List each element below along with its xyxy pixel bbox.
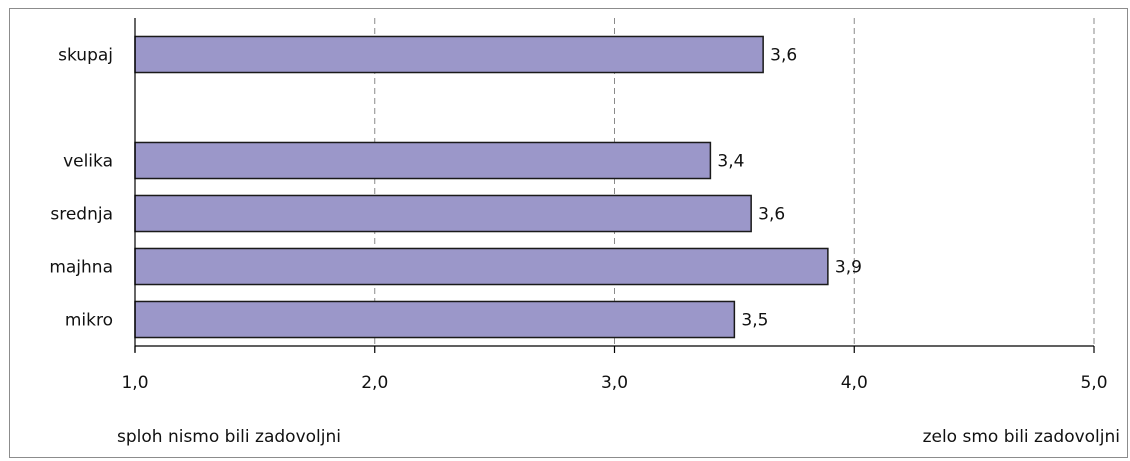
- bars: [134, 35, 829, 339]
- bar: [134, 194, 752, 233]
- category-label: mikro: [65, 311, 113, 331]
- x-high-end-label: zelo smo bili zadovoljni: [922, 427, 1120, 447]
- bar: [134, 300, 736, 339]
- data-labels: 3,6 3,4 3,6 3,9 3,5: [717, 46, 862, 331]
- x-tick-label: 3,0: [601, 373, 628, 393]
- x-tick-label: 5,0: [1080, 373, 1107, 393]
- category-label: srednja: [50, 205, 113, 225]
- data-label: 3,6: [770, 46, 797, 66]
- category-label: velika: [63, 152, 113, 172]
- x-tick-label: 1,0: [121, 373, 148, 393]
- data-label: 3,9: [835, 258, 862, 278]
- bar: [134, 141, 712, 180]
- data-label: 3,6: [758, 205, 785, 225]
- x-axis: [134, 18, 1095, 353]
- data-label: 3,5: [741, 311, 768, 331]
- chart-frame: [9, 8, 1128, 458]
- data-label: 3,4: [717, 152, 744, 172]
- tick-labels: 1,0 2,0 3,0 4,0 5,0: [121, 373, 1107, 393]
- x-tick-label: 2,0: [361, 373, 388, 393]
- x-low-end-label: sploh nismo bili zadovoljni: [117, 427, 341, 447]
- x-tick-label: 4,0: [841, 373, 868, 393]
- category-label: majhna: [49, 258, 113, 278]
- category-labels: skupaj velika srednja majhna mikro: [49, 46, 113, 331]
- category-label: skupaj: [58, 46, 113, 66]
- bar: [134, 35, 764, 74]
- bar: [134, 247, 829, 286]
